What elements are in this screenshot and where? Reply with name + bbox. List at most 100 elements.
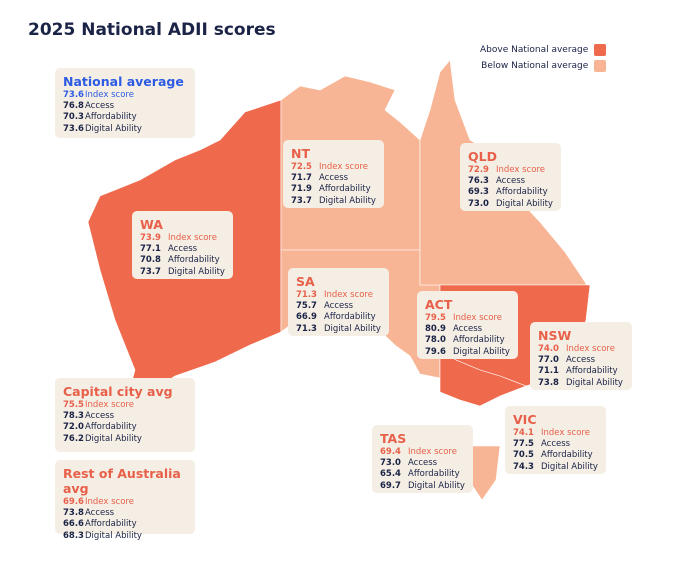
stat-label: Digital Ability (319, 195, 376, 206)
stat-label: Index score (85, 497, 134, 507)
stat-label: Index score (496, 165, 545, 175)
stat-row: 77.1 Access (140, 244, 225, 255)
box-title: National average (63, 74, 184, 89)
stat-label: Affordability (85, 422, 137, 433)
stat-value: 66.9 (296, 312, 317, 323)
legend-item: Below National average (480, 58, 607, 74)
stat-value: 78.0 (425, 335, 446, 346)
stat-value: 79.5 (425, 313, 446, 323)
stat-row: 79.5 Index score (425, 313, 510, 324)
box-title: Rest of Australia avg (63, 466, 181, 496)
stat-label: Access (453, 324, 483, 335)
stat-value: 70.5 (513, 450, 534, 461)
stat-value: 76.3 (468, 176, 489, 187)
stat-label: Affordability (496, 187, 548, 198)
box-title: VIC (513, 412, 537, 427)
box-title: SA (296, 274, 315, 289)
stat-value: 73.0 (380, 458, 401, 469)
stat-value: 73.6 (63, 90, 84, 100)
stat-label: Access (324, 301, 354, 312)
stat-row: 71.3 Index score (296, 290, 381, 301)
stat-row: 78.3 Access (63, 411, 187, 422)
stat-label: Affordability (319, 184, 371, 195)
stat-value: 77.1 (140, 244, 161, 255)
stat-row: 73.0 Access (380, 458, 465, 469)
stat-row: 69.6 Index score (63, 497, 187, 508)
stat-label: Digital Ability (85, 530, 142, 541)
stat-label: Digital Ability (85, 433, 142, 444)
info-box: NT 72.5 Index score 71.7 Access 71.9 Affordabi… (283, 140, 384, 208)
stat-value: 71.3 (296, 290, 317, 300)
info-box: QLD 72.9 Index score 76.3 Access 69.3 Affordab… (460, 143, 561, 211)
stat-value: 75.7 (296, 301, 317, 312)
stat-value: 73.9 (140, 233, 161, 243)
stat-label: Index score (324, 290, 373, 300)
info-box: WA 73.9 Index score 77.1 Access 70.8 Affordabi… (132, 211, 233, 279)
stat-label: Digital Ability (541, 461, 598, 472)
stat-label: Access (496, 176, 526, 187)
stat-row: 71.1 Affordability (538, 366, 624, 377)
stat-row: 65.4 Affordability (380, 469, 465, 480)
stat-value: 65.4 (380, 469, 401, 480)
stat-value: 71.3 (296, 323, 317, 334)
legend: Above National average Below National ave… (480, 42, 607, 74)
stat-value: 76.2 (63, 433, 84, 444)
legend-label: Below National average (481, 61, 589, 71)
stat-row: 74.0 Index score (538, 344, 624, 355)
stat-label: Access (85, 101, 115, 112)
stat-row: 76.2 Digital Ability (63, 434, 187, 445)
stat-label: Index score (541, 428, 590, 438)
stat-row: 70.5 Affordability (513, 450, 598, 461)
stat-row: 73.6 Digital Ability (63, 124, 187, 135)
stat-label: Index score (566, 344, 615, 354)
box-title: NT (291, 146, 310, 161)
box-title: QLD (468, 149, 497, 164)
stat-value: 74.3 (513, 461, 534, 472)
stat-label: Affordability (566, 366, 618, 377)
stat-row: 74.3 Digital Ability (513, 462, 598, 473)
stat-value: 68.3 (63, 530, 84, 541)
info-box: Capital city avg 75.5 Index score 78.3 Acces… (55, 378, 195, 452)
stat-label: Index score (85, 400, 134, 410)
stat-value: 72.5 (291, 162, 312, 172)
stat-label: Digital Ability (168, 266, 225, 277)
stat-row: 75.7 Access (296, 301, 381, 312)
stat-value: 75.5 (63, 400, 84, 410)
stat-value: 71.1 (538, 366, 559, 377)
stat-row: 74.1 Index score (513, 428, 598, 439)
stat-label: Index score (408, 447, 457, 457)
info-box: VIC 74.1 Index score 77.5 Access 70.5 Affordab… (505, 406, 606, 474)
stat-row: 71.7 Access (291, 173, 376, 184)
stat-value: 66.6 (63, 519, 84, 530)
stat-value: 76.8 (63, 101, 84, 112)
stat-value: 73.0 (468, 198, 489, 209)
stat-value: 73.6 (63, 123, 84, 134)
stat-row: 72.5 Index score (291, 162, 376, 173)
stat-label: Index score (453, 313, 502, 323)
stat-label: Affordability (85, 519, 137, 530)
title: 2025 National ADII scores (28, 20, 276, 40)
stat-value: 80.9 (425, 324, 446, 335)
stat-label: Affordability (541, 450, 593, 461)
stat-row: 77.5 Access (513, 439, 598, 450)
stat-value: 73.7 (291, 195, 312, 206)
stat-label: Index score (168, 233, 217, 243)
info-box: SA 71.3 Index score 75.7 Access 66.9 Affordabi… (288, 268, 389, 336)
stat-row: 73.8 Access (63, 508, 187, 519)
box-title: ACT (425, 297, 453, 312)
stat-row: 70.8 Affordability (140, 255, 225, 266)
stat-value: 77.5 (513, 439, 534, 450)
legend-item: Above National average (480, 42, 607, 58)
info-box: National average 73.6 Index score 76.8 Acces… (55, 68, 195, 138)
stat-value: 70.3 (63, 112, 84, 123)
info-box: TAS 69.4 Index score 73.0 Access 65.4 Affordab… (372, 425, 473, 493)
stat-value: 70.8 (140, 255, 161, 266)
stat-value: 72.0 (63, 422, 84, 433)
stat-row: 66.6 Affordability (63, 519, 187, 530)
stat-row: 70.3 Affordability (63, 112, 187, 123)
stat-label: Access (319, 173, 349, 184)
stat-row: 72.9 Index score (468, 165, 553, 176)
stat-row: 73.7 Digital Ability (291, 196, 376, 207)
stat-label: Digital Ability (85, 123, 142, 134)
